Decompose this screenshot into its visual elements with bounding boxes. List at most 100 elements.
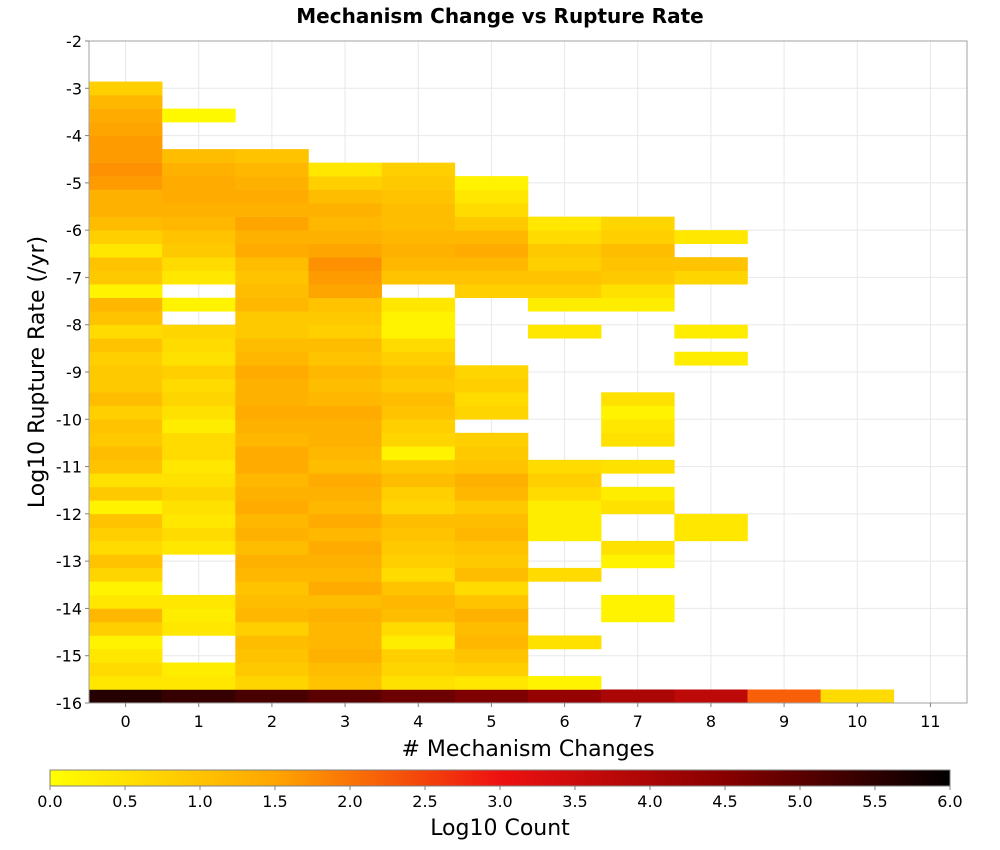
heatmap-cell [601, 243, 675, 258]
heatmap-cell [89, 257, 163, 271]
heatmap-cell [381, 527, 456, 542]
heatmap-cell [308, 567, 382, 582]
heatmap-cell [162, 473, 236, 488]
heatmap-cell [454, 243, 529, 258]
heatmap-cell [381, 486, 456, 501]
heatmap-cell [235, 243, 309, 258]
heatmap-cell [674, 270, 748, 285]
heatmap-cell [528, 459, 602, 474]
colorbar-tick-label: 4.5 [712, 792, 737, 811]
heatmap-cell [381, 162, 456, 177]
heatmap-cell [89, 540, 163, 555]
y-tick-label: -13 [56, 552, 82, 571]
heatmap-cell [674, 527, 748, 542]
heatmap-cell [674, 513, 748, 528]
heatmap-cell [89, 594, 163, 609]
heatmap-cell [674, 689, 748, 704]
heatmap-cell [89, 108, 163, 123]
x-tick-label: 10 [847, 712, 867, 731]
heatmap-cell [89, 216, 163, 231]
heatmap-cell [528, 635, 602, 650]
heatmap-cell [381, 338, 456, 353]
colorbar-tick-label: 2.0 [337, 792, 362, 811]
heatmap-cell [89, 500, 163, 515]
heatmap-cell [308, 378, 382, 393]
heatmap-cell [601, 432, 675, 447]
heatmap-cell [601, 689, 675, 704]
heatmap-cell [308, 635, 382, 650]
colorbar-tick-label: 1.0 [187, 792, 212, 811]
colorbar-tick-label: 4.0 [637, 792, 662, 811]
heatmap-cell [235, 473, 309, 488]
heatmap-cell [601, 486, 675, 501]
heatmap-cell [235, 338, 309, 353]
heatmap-cell [381, 419, 456, 434]
heatmap-cell [89, 473, 163, 488]
heatmap-cell [381, 581, 456, 596]
heatmap-cell [381, 378, 456, 393]
heatmap-cell [162, 540, 236, 555]
heatmap-cell [528, 500, 602, 515]
heatmap-cell [89, 95, 163, 109]
heatmap-cell [381, 351, 456, 366]
heatmap-cell [601, 284, 675, 299]
y-tick-label: -15 [56, 647, 82, 666]
heatmap-cell [820, 689, 895, 704]
heatmap-cell [162, 338, 236, 353]
heatmap-cell [308, 297, 382, 312]
heatmap-cell [162, 500, 236, 515]
y-tick-label: -7 [66, 268, 82, 287]
heatmap-cell [674, 257, 748, 271]
heatmap-cell [308, 284, 382, 299]
heatmap-cell [235, 324, 309, 339]
heatmap-cell [308, 432, 382, 447]
heatmap-cell [89, 203, 163, 217]
heatmap-cell [308, 540, 382, 555]
heatmap-cell [308, 230, 382, 244]
heatmap-cell [235, 662, 309, 677]
heatmap-cell [454, 581, 529, 596]
heatmap-cell [89, 486, 163, 501]
heatmap-cell [235, 392, 309, 407]
heatmap-cell [454, 513, 529, 528]
heatmap-cell [89, 405, 163, 420]
heatmap-cell [601, 297, 675, 312]
heatmap-cell [381, 216, 456, 231]
heatmap-cell [89, 446, 163, 461]
heatmap-cell [162, 459, 236, 474]
colorbar-tick-label: 1.5 [262, 792, 287, 811]
heatmap-cell [162, 203, 236, 217]
heatmap-cell [308, 405, 382, 420]
heatmap-cell [601, 216, 675, 231]
heatmap-cell [235, 257, 309, 271]
heatmap-cell [308, 270, 382, 285]
heatmap-cell [381, 392, 456, 407]
heatmap-cell [235, 189, 309, 204]
heatmap-cell [454, 446, 529, 461]
heatmap-cell [89, 419, 163, 434]
heatmap-cell [235, 284, 309, 299]
heatmap-cell [381, 189, 456, 204]
heatmap-cell [235, 648, 309, 663]
heatmap-cell [235, 419, 309, 434]
heatmap-cell [235, 675, 309, 690]
heatmap-cell [162, 689, 236, 704]
heatmap-cell [381, 635, 456, 650]
heatmap-cell [381, 675, 456, 690]
heatmap-cell [308, 513, 382, 528]
heatmap-cell [381, 540, 456, 555]
heatmap-cell [381, 270, 456, 285]
heatmap-cell [235, 527, 309, 542]
colorbar-tick-label: 6.0 [937, 792, 962, 811]
heatmap-cell [308, 257, 382, 271]
heatmap-cell [89, 324, 163, 339]
heatmap-cell [308, 608, 382, 623]
heatmap-cell [454, 270, 529, 285]
heatmap-cell [308, 189, 382, 204]
heatmap-cell [601, 419, 675, 434]
heatmap-cell [235, 513, 309, 528]
heatmap-cell [89, 648, 163, 663]
heatmap-cell [162, 675, 236, 690]
heatmap-cell [235, 162, 309, 177]
